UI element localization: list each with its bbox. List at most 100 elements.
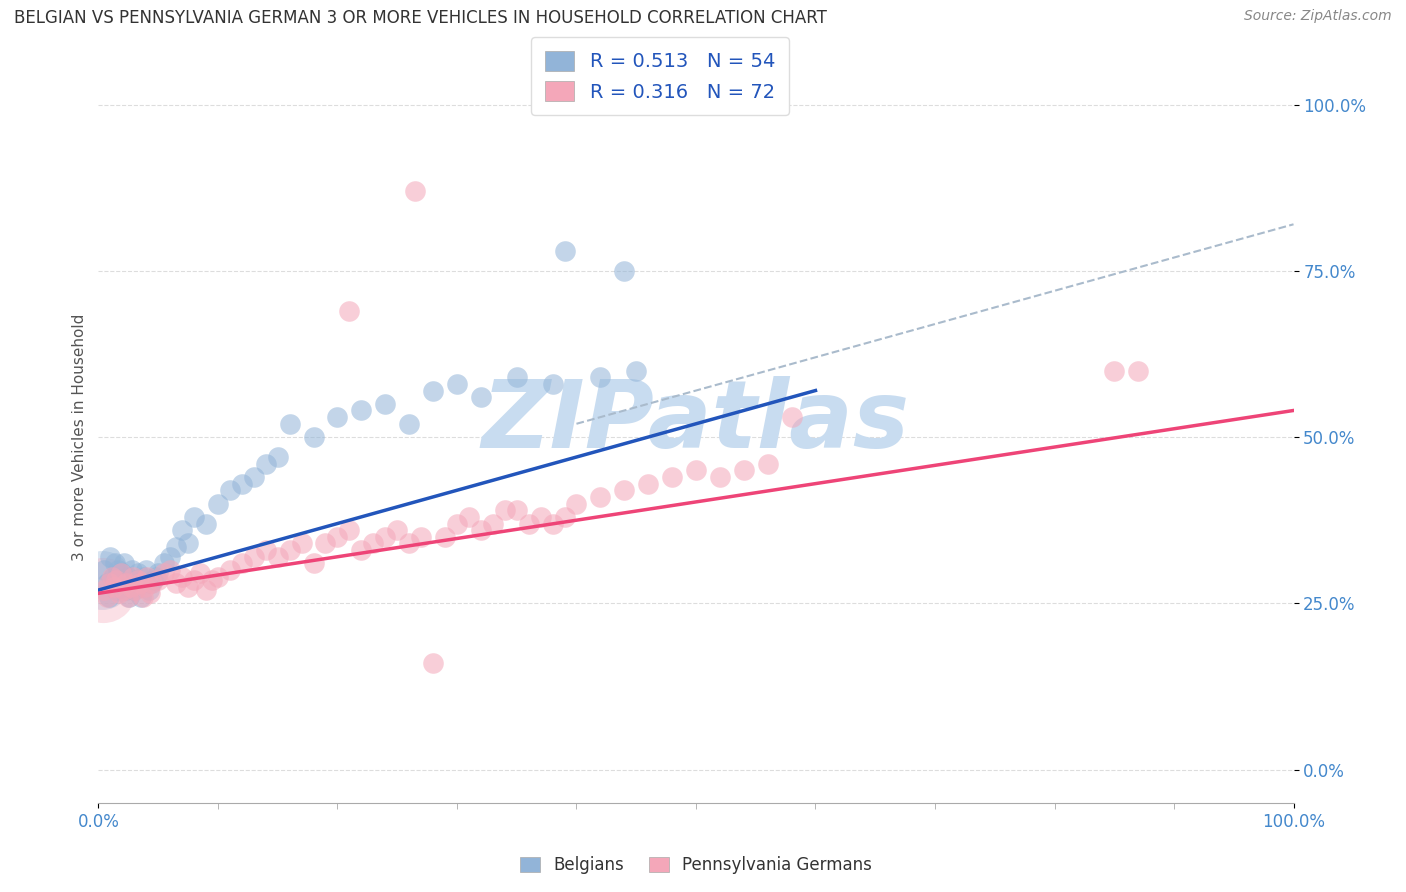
Point [148, 573, 170, 587]
Point [177, 536, 200, 550]
Point [302, 557, 325, 571]
Point [398, 417, 420, 431]
Point [422, 384, 444, 398]
Point [554, 244, 576, 258]
Point [374, 530, 396, 544]
Point [135, 563, 157, 577]
Text: Source: ZipAtlas.com: Source: ZipAtlas.com [1244, 9, 1392, 23]
Point [145, 570, 167, 584]
Point [183, 509, 205, 524]
Point [339, 523, 361, 537]
Point [121, 563, 143, 577]
Point [267, 549, 290, 564]
Point [129, 576, 152, 591]
Point [541, 376, 564, 391]
Point [93, 563, 115, 577]
Point [96, 576, 118, 591]
Point [350, 403, 373, 417]
Point [114, 576, 136, 591]
Point [98, 549, 122, 564]
Point [115, 576, 138, 591]
Point [138, 582, 160, 597]
Point [136, 570, 159, 584]
Point [637, 476, 659, 491]
Point [148, 566, 170, 581]
Point [267, 450, 290, 464]
Point [404, 184, 426, 198]
Point [411, 530, 433, 544]
Point [517, 516, 540, 531]
Point [613, 483, 636, 498]
Point [159, 549, 181, 564]
Point [446, 376, 468, 391]
Point [124, 582, 146, 597]
Point [326, 530, 349, 544]
Text: BELGIAN VS PENNSYLVANIA GERMAN 3 OR MORE VEHICLES IN HOUSEHOLD CORRELATION CHART: BELGIAN VS PENNSYLVANIA GERMAN 3 OR MORE… [14, 9, 827, 27]
Point [129, 576, 152, 591]
Point [112, 582, 135, 597]
Point [111, 566, 134, 581]
Point [733, 463, 755, 477]
Point [93, 582, 115, 597]
Point [231, 476, 253, 491]
Point [132, 570, 155, 584]
Point [326, 410, 349, 425]
Point [422, 656, 444, 670]
Point [434, 530, 457, 544]
Point [254, 543, 277, 558]
Point [127, 566, 149, 581]
Point [110, 566, 132, 581]
Point [124, 582, 146, 597]
Point [165, 540, 187, 554]
Point [105, 573, 128, 587]
Point [756, 457, 779, 471]
Point [541, 516, 564, 531]
Point [172, 570, 194, 584]
Point [115, 582, 138, 597]
Point [107, 586, 129, 600]
Point [1128, 363, 1150, 377]
Point [554, 509, 576, 524]
Point [159, 563, 181, 577]
Point [139, 586, 162, 600]
Point [254, 457, 277, 471]
Point [446, 516, 468, 531]
Point [117, 590, 139, 604]
Point [134, 580, 156, 594]
Point [108, 573, 131, 587]
Point [98, 576, 121, 591]
Point [506, 503, 529, 517]
Point [506, 370, 529, 384]
Point [153, 557, 176, 571]
Point [470, 390, 492, 404]
Point [1104, 363, 1126, 377]
Point [96, 590, 118, 604]
Point [231, 557, 253, 571]
Point [98, 590, 121, 604]
Point [112, 557, 135, 571]
Point [780, 410, 803, 425]
Point [458, 509, 481, 524]
Point [219, 483, 242, 498]
Point [207, 570, 229, 584]
Point [165, 576, 187, 591]
Point [315, 536, 337, 550]
Point [613, 264, 636, 278]
Point [278, 417, 301, 431]
Point [201, 573, 224, 587]
Point [101, 570, 124, 584]
Point [100, 570, 122, 584]
Point [131, 590, 153, 604]
Point [219, 563, 242, 577]
Point [363, 536, 385, 550]
Point [124, 573, 146, 587]
Point [207, 497, 229, 511]
Y-axis label: 3 or more Vehicles in Household: 3 or more Vehicles in Household [72, 313, 87, 561]
Point [188, 566, 211, 581]
Point [626, 363, 648, 377]
Point [589, 490, 612, 504]
Text: ZIPatlas: ZIPatlas [482, 376, 910, 468]
Point [183, 573, 205, 587]
Point [530, 509, 553, 524]
Point [103, 580, 125, 594]
